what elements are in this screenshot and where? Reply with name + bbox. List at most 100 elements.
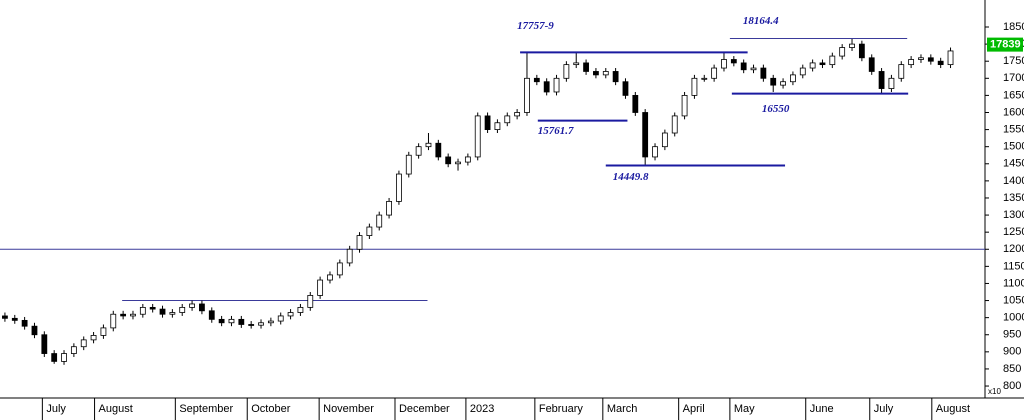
candle-body (139, 306, 146, 315)
candle-body (415, 146, 422, 156)
candle-body (691, 77, 698, 96)
candle-body (799, 67, 806, 76)
candle-body (356, 235, 363, 250)
candle-body (494, 122, 501, 130)
x-tick-label: February (539, 403, 584, 415)
candle-body (169, 312, 176, 315)
candle-body (593, 71, 599, 76)
candle-body (218, 318, 225, 324)
candle-body (307, 295, 314, 308)
y-tick-label: 1700 (1003, 72, 1024, 84)
candle-body (346, 248, 353, 264)
candle-body (711, 67, 718, 79)
candle-body (41, 334, 48, 354)
candle-body (809, 62, 816, 69)
candle-body (110, 313, 117, 329)
x-tick-label: 2023 (470, 403, 494, 415)
y-tick-label: 1750 (1003, 55, 1024, 67)
y-tick-label: 1250 (1003, 226, 1024, 238)
level-label: 15761.7 (538, 125, 574, 137)
y-tick-label: 1300 (1003, 209, 1024, 221)
level-label: 17757-9 (517, 20, 554, 32)
candle-body (376, 214, 383, 228)
y-tick-label: 1450 (1003, 158, 1024, 170)
candle-body (878, 71, 885, 89)
candle-body (632, 94, 639, 113)
candle-body (2, 315, 8, 319)
candle-body (267, 320, 274, 324)
candle-body (100, 327, 107, 336)
candle-body (464, 156, 471, 163)
level-label: 18164.4 (743, 15, 779, 27)
candle-body (425, 142, 432, 148)
candle-body (287, 312, 294, 317)
candle-body (21, 319, 28, 327)
candle-body (504, 115, 511, 124)
x-tick-label: July (46, 403, 66, 415)
candle-body (898, 64, 905, 79)
candle-body (888, 77, 895, 89)
candle-body (740, 62, 747, 71)
candle-body (61, 353, 67, 362)
y-tick-label: 1650 (1003, 89, 1024, 101)
candle-body (730, 59, 737, 64)
candle-body (297, 306, 304, 313)
y-tick-label: 1850 (1003, 21, 1024, 33)
x-tick-label: October (251, 403, 290, 415)
candle-body (277, 315, 284, 322)
candle-body (524, 77, 530, 113)
x-tick-label: September (179, 403, 233, 415)
x-tick-label: August (936, 403, 970, 415)
y-tick-label: 1550 (1003, 123, 1024, 135)
y-tick-label: 1150 (1003, 260, 1024, 272)
y-tick-label: 800 (1003, 380, 1021, 392)
candle-body (583, 62, 589, 72)
candle-body (484, 115, 491, 130)
candle-body (248, 324, 255, 326)
candle-body (405, 154, 412, 175)
candle-body (445, 156, 452, 165)
candle-body (90, 335, 97, 341)
y-tick-label: 1050 (1003, 294, 1024, 306)
candle-body (474, 115, 481, 158)
candle-body (563, 64, 570, 79)
x-tick-label: May (734, 403, 755, 415)
candle-body (317, 279, 324, 296)
candle-body (760, 67, 767, 79)
candle-body (327, 274, 333, 281)
candle-body (780, 81, 786, 86)
candle-body (849, 43, 855, 48)
x-tick-label: November (323, 403, 374, 415)
candle-body (573, 62, 580, 66)
candle-body (31, 325, 38, 336)
candle-body (671, 115, 678, 134)
candle-body (770, 77, 777, 86)
plot-area (0, 0, 985, 398)
candle-body (130, 313, 136, 317)
candle-body (947, 50, 954, 66)
candle-body (602, 71, 609, 76)
candle-body (661, 132, 668, 148)
last-price-box (987, 37, 1023, 52)
candle-body (642, 112, 649, 158)
y-tick-label: 1350 (1003, 192, 1024, 204)
x-tick-label: December (399, 403, 450, 415)
candle-body (612, 71, 619, 83)
y-tick-label: 1400 (1003, 175, 1024, 187)
y-tick-label: 1100 (1003, 277, 1024, 289)
candle-body (927, 57, 934, 62)
candle-body (179, 306, 186, 313)
level-label: 16550 (762, 103, 790, 115)
x-tick-label: March (607, 403, 638, 415)
candle-body (396, 173, 402, 202)
level-label: 14449.8 (613, 171, 649, 183)
candle-body (159, 308, 166, 315)
candle-body (80, 339, 87, 348)
y-tick-label: 1500 (1003, 141, 1024, 153)
candle-body (228, 318, 235, 324)
candle-body (366, 226, 373, 236)
candle-body (937, 60, 944, 66)
y-tick-label: 1200 (1003, 243, 1024, 255)
candle-body (514, 112, 521, 117)
y-tick-label: 1600 (1003, 106, 1024, 118)
